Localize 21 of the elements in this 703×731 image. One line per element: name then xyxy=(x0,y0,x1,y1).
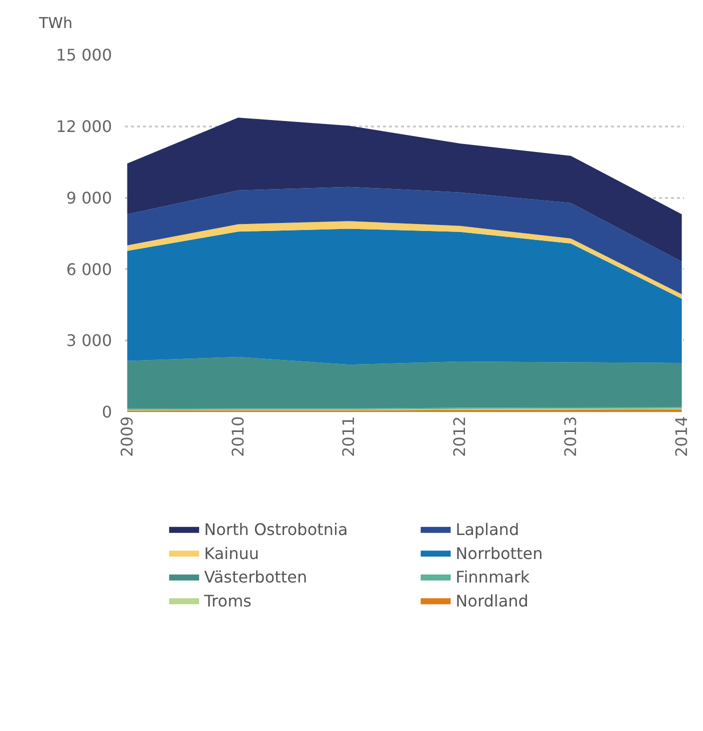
x-tick-label: 2010 xyxy=(228,416,248,457)
legend-label: Västerbotten xyxy=(204,568,308,587)
legend-label: Kainuu xyxy=(204,544,260,563)
legend-label: North Ostrobotnia xyxy=(204,520,348,540)
x-tick-label: 2013 xyxy=(561,416,580,457)
x-tick-label: 2012 xyxy=(450,416,470,457)
legend-label: Norrbotten xyxy=(456,544,543,563)
y-tick-label: 6 000 xyxy=(66,260,112,279)
x-tick-label: 2009 xyxy=(117,416,136,457)
legend-label: Lapland xyxy=(456,520,520,540)
y-tick-label: 3 000 xyxy=(66,331,112,350)
y-tick-label: 9 000 xyxy=(66,188,112,208)
x-tick-label: 2014 xyxy=(672,416,691,457)
y-tick-label: 12 000 xyxy=(56,117,112,136)
legend-label: Nordland xyxy=(456,592,528,610)
y-tick-label: 0 xyxy=(102,402,112,422)
legend-label: Troms xyxy=(203,592,252,610)
y-tick-label: 15 000 xyxy=(56,46,112,65)
x-tick-label: 2011 xyxy=(339,416,358,457)
legend-label: Finnmark xyxy=(456,568,530,587)
y-axis-title: TWh xyxy=(38,14,73,32)
